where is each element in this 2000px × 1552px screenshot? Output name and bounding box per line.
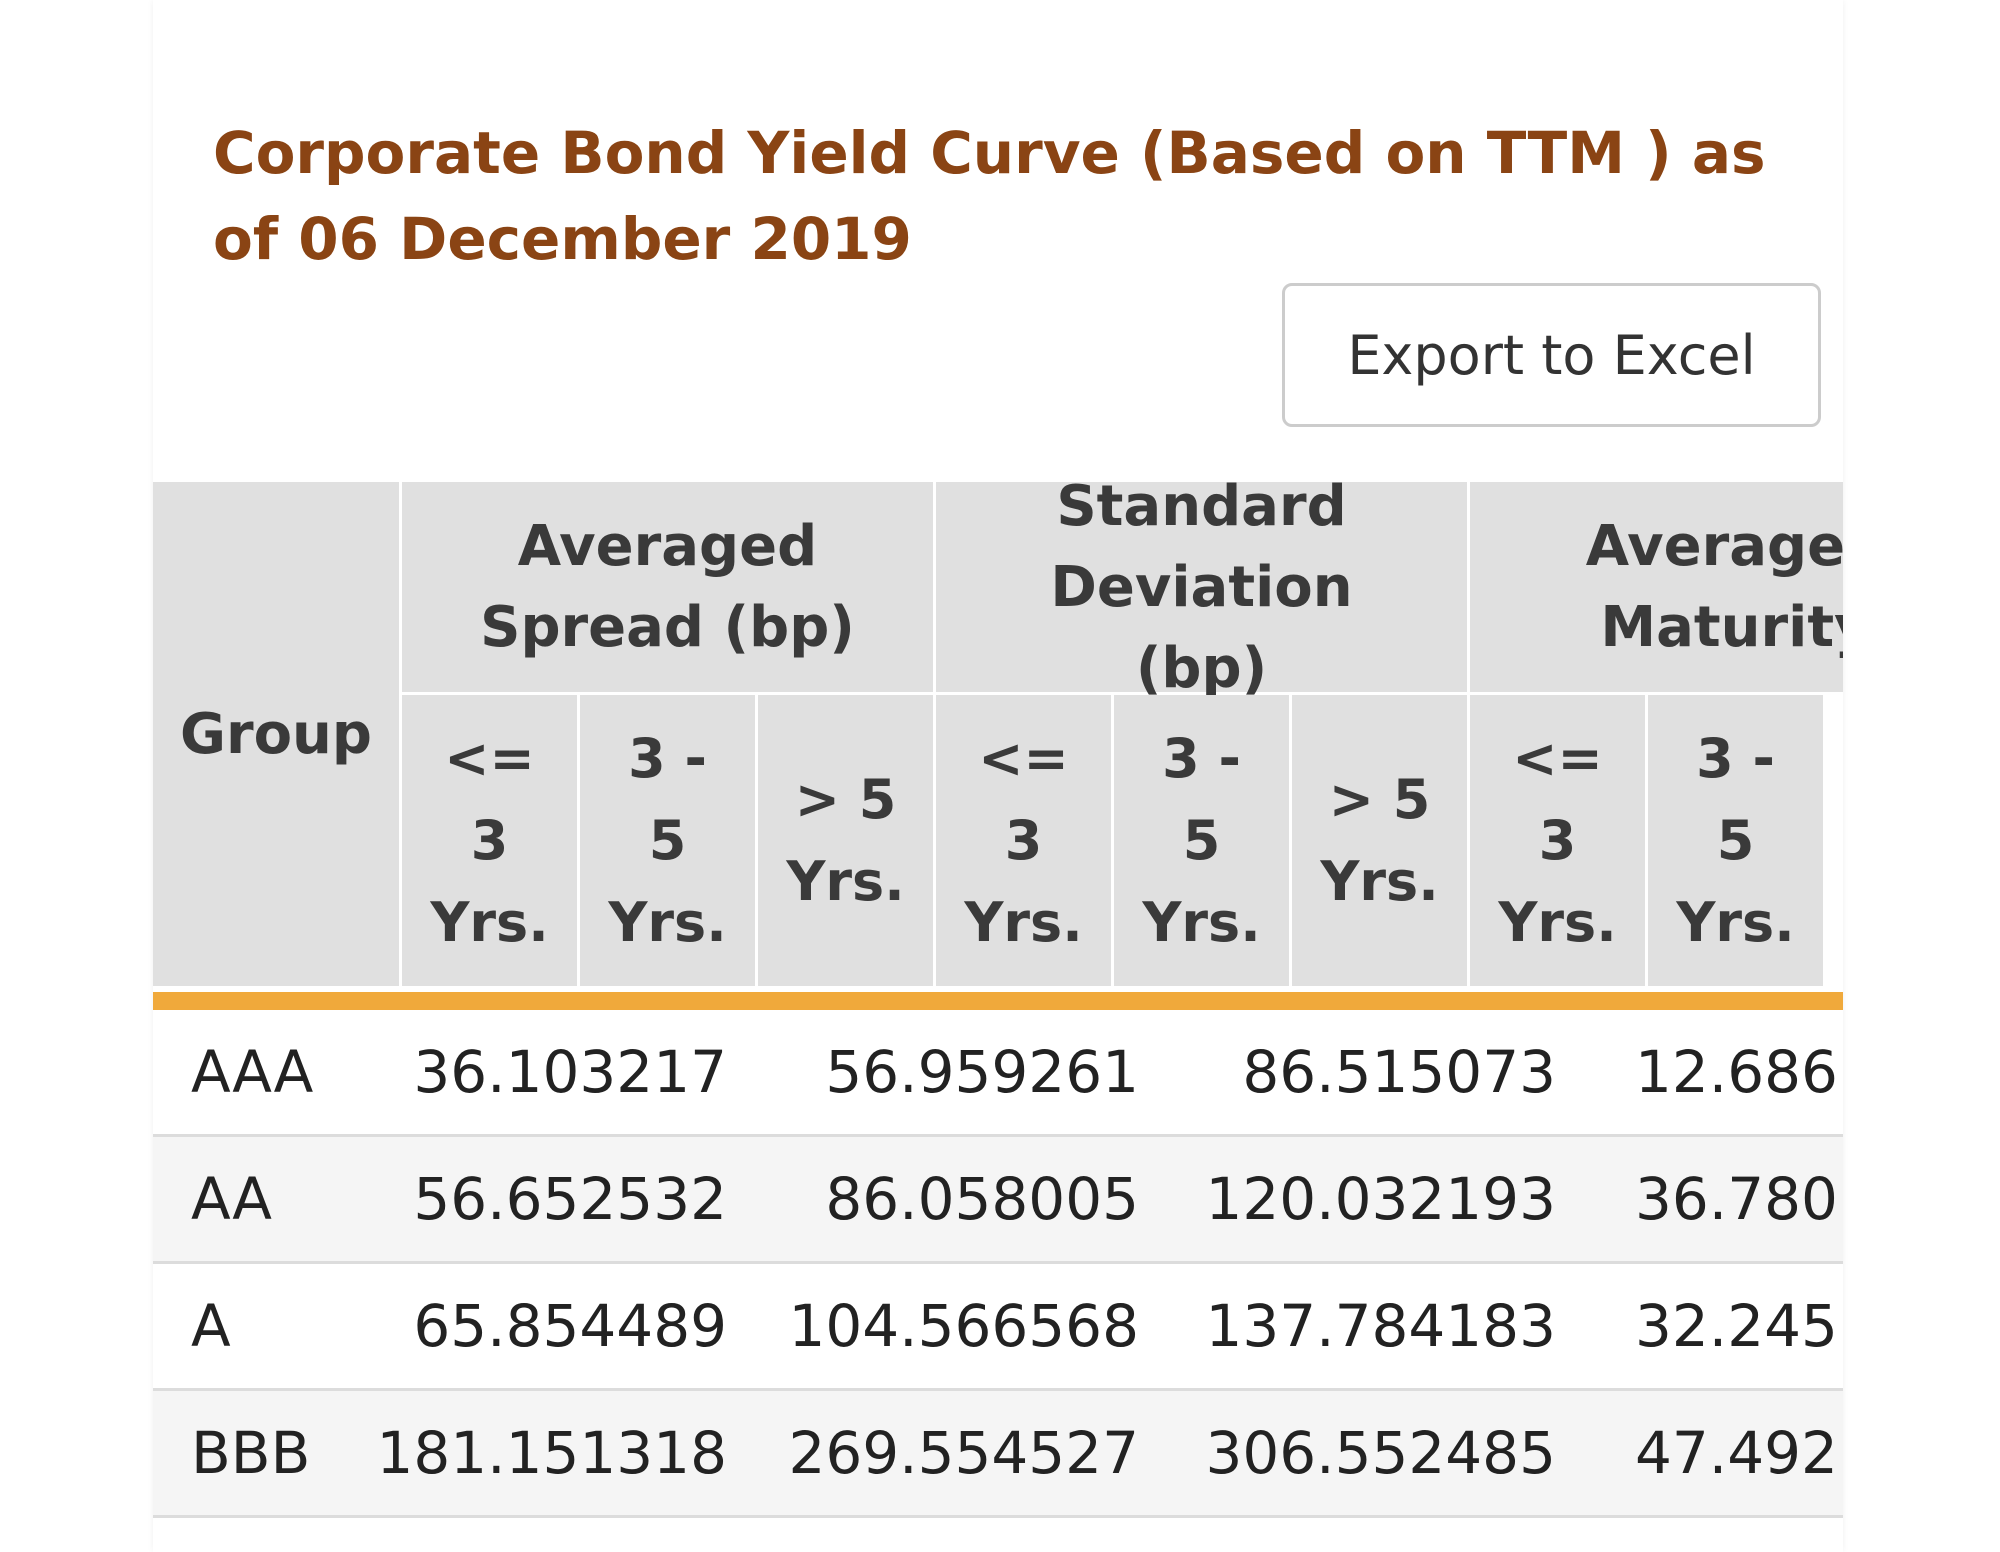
value-cell: 86.058005 bbox=[825, 1165, 1139, 1233]
table-row: AAA 36.103217 56.959261 86.515073 12.686 bbox=[153, 1010, 1843, 1137]
value-cell: 36.780 bbox=[1635, 1165, 1838, 1233]
subcolumn-header: 3 - 5 Yrs. bbox=[1648, 695, 1823, 986]
value-cell: 56.959261 bbox=[825, 1038, 1139, 1106]
value-cell: 12.686 bbox=[1635, 1038, 1838, 1106]
subcolumn-header: <= 3 Yrs. bbox=[936, 695, 1111, 986]
subcolumn-header: > 5 Yrs. bbox=[1292, 695, 1467, 986]
subcolumn-header: > 5 Yrs. bbox=[758, 695, 933, 986]
group-cell: A bbox=[191, 1292, 231, 1360]
column-group-header: Averaged Maturity bbox=[1470, 482, 1843, 692]
export-button[interactable]: Export to Excel bbox=[1282, 283, 1821, 427]
table-row: A 65.854489 104.566568 137.784183 32.245 bbox=[153, 1264, 1843, 1391]
value-cell: 32.245 bbox=[1635, 1292, 1838, 1360]
value-cell: 65.854489 bbox=[413, 1292, 727, 1360]
value-cell: 137.784183 bbox=[1205, 1292, 1556, 1360]
group-cell: BBB bbox=[191, 1419, 311, 1487]
table-row: AA 56.652532 86.058005 120.032193 36.780 bbox=[153, 1137, 1843, 1264]
group-cell: AA bbox=[191, 1165, 272, 1233]
value-cell: 269.554527 bbox=[788, 1419, 1139, 1487]
group-cell: AAA bbox=[191, 1038, 314, 1106]
value-cell: 86.515073 bbox=[1242, 1038, 1556, 1106]
subcolumn-header: <= 3 Yrs. bbox=[402, 695, 577, 986]
table-row: BBB 181.151318 269.554527 306.552485 47.492 bbox=[153, 1391, 1843, 1518]
value-cell: 36.103217 bbox=[413, 1038, 727, 1106]
subcolumn-header: <= 3 Yrs. bbox=[1470, 695, 1645, 986]
value-cell: 120.032193 bbox=[1205, 1165, 1556, 1233]
value-cell: 104.566568 bbox=[788, 1292, 1139, 1360]
data-table: Group Averaged Spread (bp) <= 3 Yrs. 3 - 5 … bbox=[153, 482, 1843, 1522]
value-cell: 181.151318 bbox=[376, 1419, 727, 1487]
group-header: Group bbox=[153, 482, 399, 986]
header-accent-bar bbox=[153, 992, 1843, 1010]
title: Corporate Bond Yield Curve (Based on TTM… bbox=[213, 119, 1766, 273]
column-group-header: Standard Deviation (bp) bbox=[936, 482, 1467, 701]
column-group-header: Averaged Spread (bp) bbox=[402, 482, 933, 692]
value-cell: 306.552485 bbox=[1205, 1419, 1556, 1487]
value-cell: 56.652532 bbox=[413, 1165, 727, 1233]
value-cell: 47.492 bbox=[1635, 1419, 1838, 1487]
subcolumn-header: 3 - 5 Yrs. bbox=[1114, 695, 1289, 986]
subcolumn-header: 3 - 5 Yrs. bbox=[580, 695, 755, 986]
